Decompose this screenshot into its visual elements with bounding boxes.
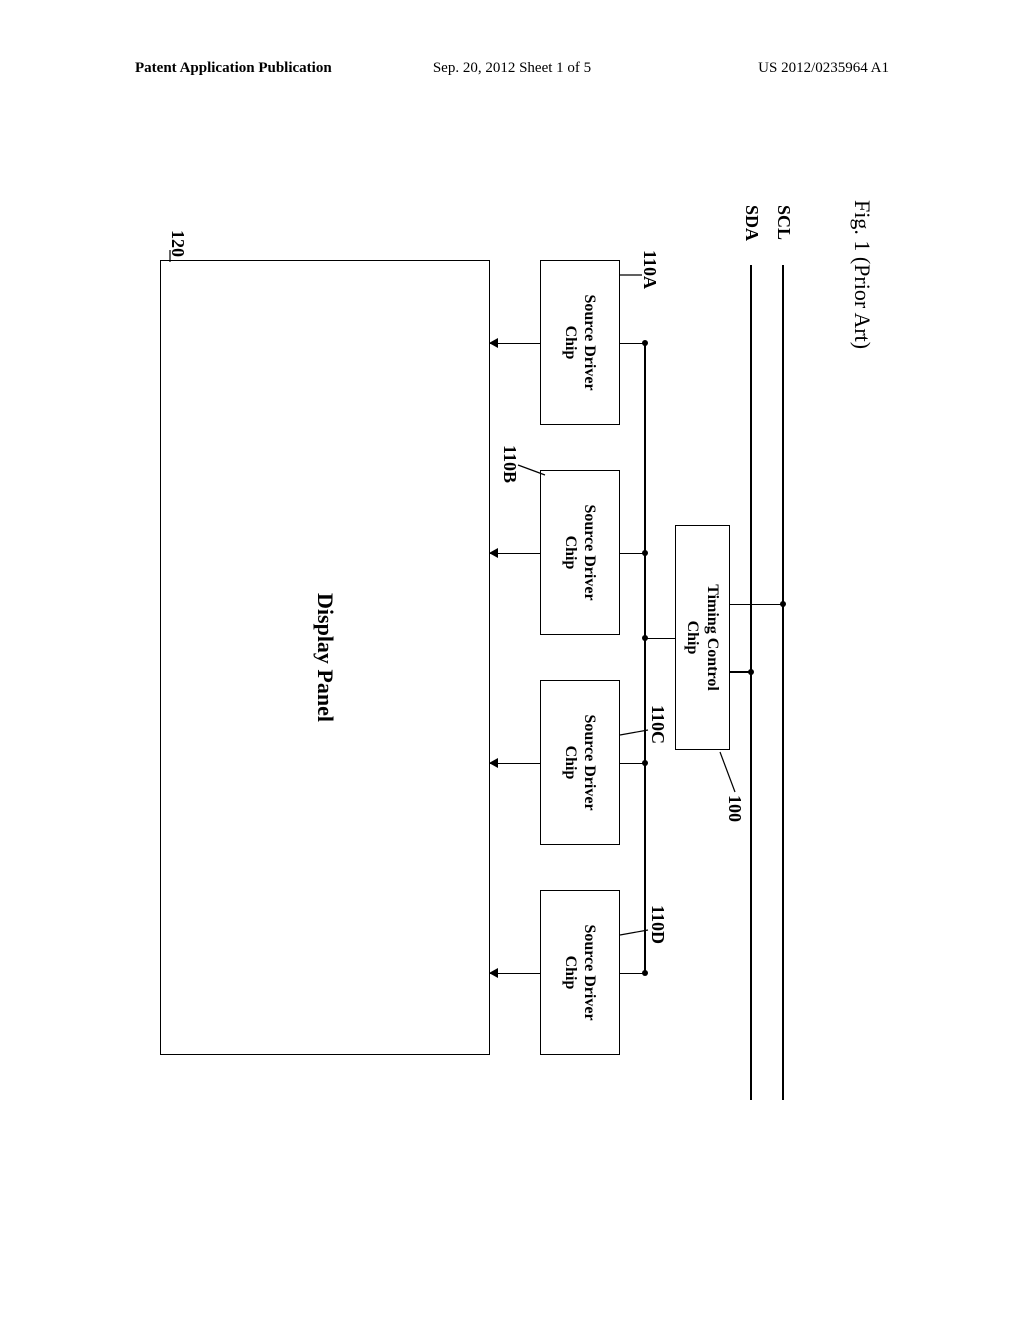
ref-100: 100 [724,795,745,822]
source-driver-chip-a: Source DriverChip [540,260,620,425]
page-header: Patent Application Publication Sep. 20, … [0,60,1024,90]
scl-label: SCL [773,205,794,240]
figure-caption: Fig. 1 (Prior Art) [849,200,875,349]
figure-stage: Fig. 1 (Prior Art) SCL SDA Timing Contro… [140,170,880,1130]
header-right: US 2012/0235964 A1 [758,60,889,77]
source-driver-chip-c: Source DriverChip [540,680,620,845]
ref-120: 120 [167,230,188,257]
sda-label: SDA [741,205,762,241]
display-panel: Display Panel [160,260,490,1055]
source-driver-chip-b: Source DriverChip [540,470,620,635]
timing-control-chip: Timing ControlChip [675,525,730,750]
ref-110d: 110D [647,905,668,944]
ref-110a: 110A [639,250,660,289]
figure-rotated-canvas: Fig. 1 (Prior Art) SCL SDA Timing Contro… [140,170,880,1130]
source-driver-chip-d: Source DriverChip [540,890,620,1055]
ref-110c: 110C [647,705,668,744]
ref-110b: 110B [499,445,520,483]
